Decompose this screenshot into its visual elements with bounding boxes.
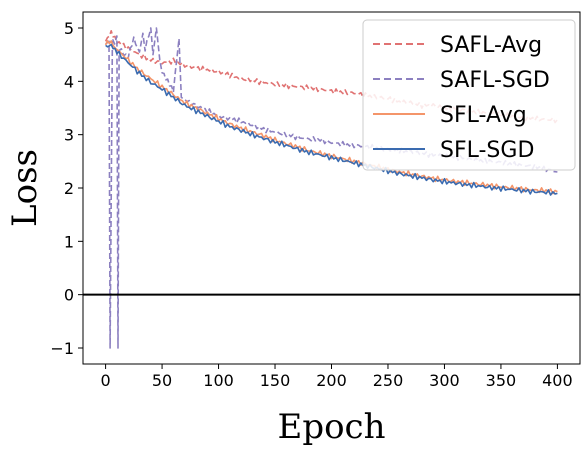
x-tick-label: 400 (542, 371, 573, 390)
y-tick-label: 3 (64, 126, 74, 145)
x-tick-label: 100 (203, 371, 234, 390)
legend-label-2: SAFL-SGD (440, 68, 550, 93)
y-tick-label: 0 (64, 286, 74, 305)
x-tick-label: 300 (429, 371, 460, 390)
legend-label-3: SFL-Avg (440, 103, 527, 128)
x-axis-label: Epoch (278, 407, 386, 447)
legend-label-4: SFL-SGD (440, 138, 534, 163)
x-tick-label: 50 (152, 371, 172, 390)
x-tick-label: 200 (316, 371, 347, 390)
legend: SAFL-Avg SAFL-SGD SFL-Avg SFL-SGD (362, 19, 576, 171)
y-axis-ticks: −1 0 1 2 3 4 5 (50, 19, 83, 358)
x-axis-ticks: 0 50 100 150 200 250 300 350 400 (100, 364, 573, 390)
legend-box (362, 19, 576, 171)
y-tick-label: 4 (64, 72, 74, 91)
y-tick-label: 1 (64, 232, 74, 251)
y-tick-label: 2 (64, 179, 74, 198)
x-tick-label: 0 (100, 371, 110, 390)
y-axis-label: Loss (5, 149, 45, 227)
series-line-4 (105, 43, 558, 196)
series-line-3 (104, 39, 558, 195)
y-tick-label: −1 (50, 339, 74, 358)
x-tick-label: 350 (486, 371, 517, 390)
y-tick-label: 5 (64, 19, 74, 38)
x-tick-label: 150 (260, 371, 291, 390)
x-tick-label: 250 (373, 371, 404, 390)
legend-label-1: SAFL-Avg (440, 33, 542, 58)
